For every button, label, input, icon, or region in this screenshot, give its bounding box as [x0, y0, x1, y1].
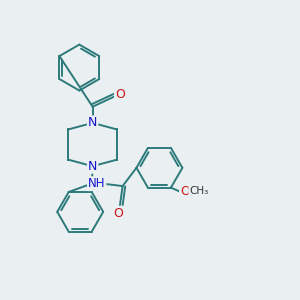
Text: N: N [88, 116, 97, 129]
Text: CH₃: CH₃ [189, 186, 208, 196]
Text: NH: NH [88, 177, 106, 190]
Text: O: O [180, 185, 190, 198]
Text: N: N [88, 160, 97, 173]
Text: O: O [115, 88, 125, 101]
Text: O: O [113, 207, 123, 220]
